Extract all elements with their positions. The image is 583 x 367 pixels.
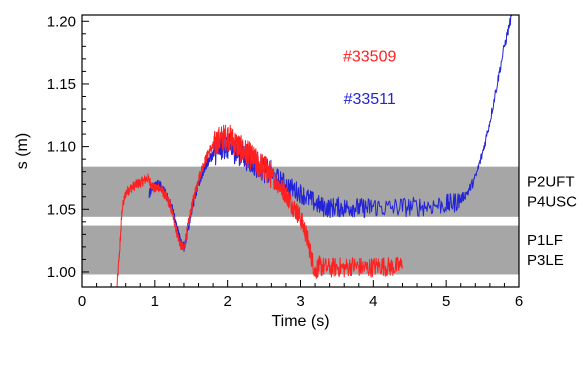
series-label-1: #33511 — [344, 91, 396, 108]
y-tick-label-3: 1.15 — [47, 76, 76, 93]
series-line-0 — [116, 124, 403, 287]
band-label-0-0: P2UFT — [527, 174, 575, 191]
y-tick-label-4: 1.20 — [47, 13, 76, 30]
series-labels-layer: #33509 #33511 — [343, 48, 396, 108]
y-axis-title: s (m) — [14, 133, 31, 169]
series-layer — [116, 14, 513, 287]
y-tick-label-1: 1.05 — [47, 201, 76, 218]
x-tick-label-4: 4 — [369, 293, 377, 310]
y-tick-label-0: 1.00 — [47, 264, 76, 281]
band-labels-layer: P2UFT P4USC P1LF P3LE — [527, 174, 577, 269]
x-tick-label-1: 1 — [151, 293, 159, 310]
band-label-1-1: P3LE — [527, 252, 564, 269]
x-axis-title: Time (s) — [271, 313, 329, 330]
x-tick-label-3: 3 — [296, 293, 304, 310]
x-tick-label-5: 5 — [442, 293, 450, 310]
y-tick-label-2: 1.10 — [47, 139, 76, 156]
ticks-layer: 0 1 2 3 4 5 6 1.00 1.05 1.10 1.15 1.20 — [47, 13, 523, 310]
band-label-0-1: P4USC — [527, 194, 577, 211]
band-1 — [82, 225, 519, 275]
series-label-0: #33509 — [343, 48, 396, 65]
band-label-1-0: P1LF — [527, 232, 563, 249]
x-tick-label-0: 0 — [78, 293, 86, 310]
x-tick-label-2: 2 — [223, 293, 231, 310]
x-tick-label-6: 6 — [515, 293, 523, 310]
bands-layer — [82, 166, 519, 275]
